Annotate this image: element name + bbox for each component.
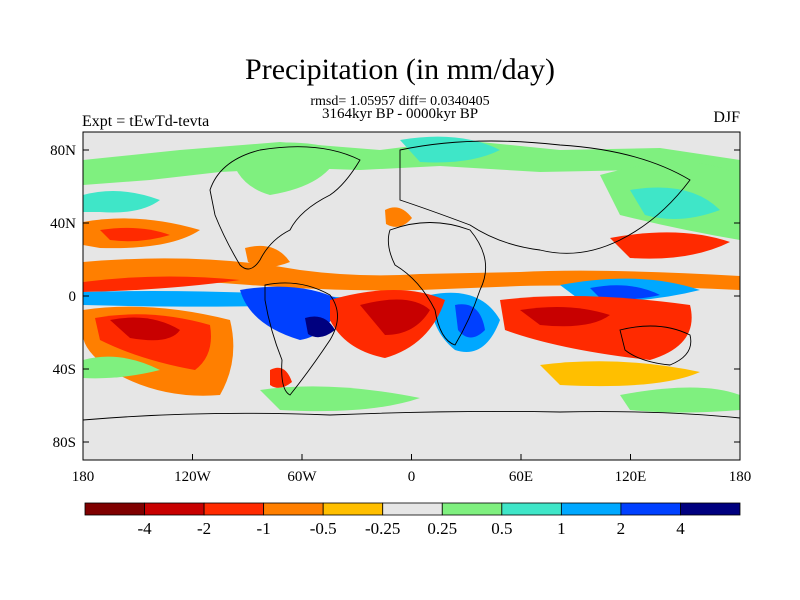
north-pacific-wet xyxy=(83,191,160,213)
north-pacific-dry-core xyxy=(100,227,170,242)
south-america-coast xyxy=(264,282,338,396)
colorbar-swatch xyxy=(203,502,265,516)
south-atlantic-dry-core xyxy=(360,299,430,335)
colorbar-swatch xyxy=(322,502,384,516)
colorbar-tick-label: -0.5 xyxy=(310,519,337,538)
amazon-wet-core xyxy=(305,316,335,338)
south-atlantic-wet xyxy=(260,386,420,412)
southern-ocean-wet xyxy=(620,387,740,413)
maritime-continent-wet-core xyxy=(590,285,660,300)
eurasia-coast xyxy=(399,140,691,254)
colorbar-tick-label: -4 xyxy=(137,519,152,538)
colorbar-swatch xyxy=(501,502,562,516)
colorbar-tick-label: 0.25 xyxy=(427,519,457,538)
colorbar-swatch xyxy=(84,502,145,516)
north-america-coast xyxy=(209,146,361,270)
colorbar-swatch xyxy=(263,502,324,516)
y-tick-label: 80S xyxy=(53,435,76,451)
colorbar-tick-label: -1 xyxy=(257,519,271,538)
colorbar-tick-label: 4 xyxy=(676,519,685,538)
south-pacific-dry-core xyxy=(110,317,180,341)
east-asia-core-wet xyxy=(630,187,720,219)
colorbar-swatch xyxy=(382,502,443,516)
colorbar-swatch xyxy=(144,502,205,516)
southern-indian-slight-dry xyxy=(540,361,700,387)
colorbar-swatch xyxy=(680,502,741,516)
y-tick-label: 0 xyxy=(69,289,77,305)
indian-ocean-dry-core xyxy=(520,306,610,327)
colorbar-tick-label: 1 xyxy=(557,519,566,538)
gibraltar-dry xyxy=(385,207,412,227)
y-tick-label: 80N xyxy=(50,143,76,159)
x-tick-label: 120W xyxy=(174,469,212,485)
x-tick-label: 180 xyxy=(72,469,95,485)
caribbean-dry xyxy=(245,245,290,267)
period-subtitle: 3164kyr BP - 0000kyr BP xyxy=(321,106,479,122)
precip-anomaly-field xyxy=(83,132,740,460)
colorbar: -4 -2 -1 -0.5 -0.25 0.25 0.5 1 2 4 xyxy=(84,502,741,538)
season-label: DJF xyxy=(713,109,740,126)
y-tick-label: 40N xyxy=(50,216,76,232)
x-tick-label: 180 xyxy=(729,469,752,485)
colorbar-swatch xyxy=(620,502,681,516)
x-tick-label: 60W xyxy=(287,469,317,485)
colorbar-tick-label: -0.25 xyxy=(365,519,400,538)
y-tick-label: 40S xyxy=(53,362,76,378)
x-tick-label: 0 xyxy=(408,469,416,485)
plot-title: Precipitation (in mm/day) xyxy=(245,53,555,86)
west-pacific-dry xyxy=(610,232,730,259)
axis-tick-marks xyxy=(82,149,741,460)
siberia-wet-region xyxy=(400,136,500,163)
x-tick-label: 120E xyxy=(615,469,647,485)
equatorial-pacific-dry xyxy=(83,276,240,292)
experiment-label: Expt = tEwTd-tevta xyxy=(82,113,210,130)
australia-coast xyxy=(619,325,692,366)
stats-subtitle: rmsd= 1.05957 diff= 0.0340405 xyxy=(310,94,490,109)
x-tick-label: 60E xyxy=(509,469,533,485)
africa-wet-core xyxy=(455,304,485,338)
patagonia-dry xyxy=(270,367,292,388)
antarctica-coast xyxy=(83,410,740,421)
africa-coast xyxy=(387,222,487,346)
colorbar-swatch xyxy=(441,502,503,516)
colorbar-tick-label: -2 xyxy=(197,519,211,538)
north-america-wet-region xyxy=(230,142,340,195)
coastlines xyxy=(83,140,740,421)
colorbar-tick-label: 0.5 xyxy=(491,519,512,538)
south-pacific-wet xyxy=(83,356,160,379)
colorbar-swatch xyxy=(560,502,622,516)
colorbar-tick-label: 2 xyxy=(617,519,626,538)
